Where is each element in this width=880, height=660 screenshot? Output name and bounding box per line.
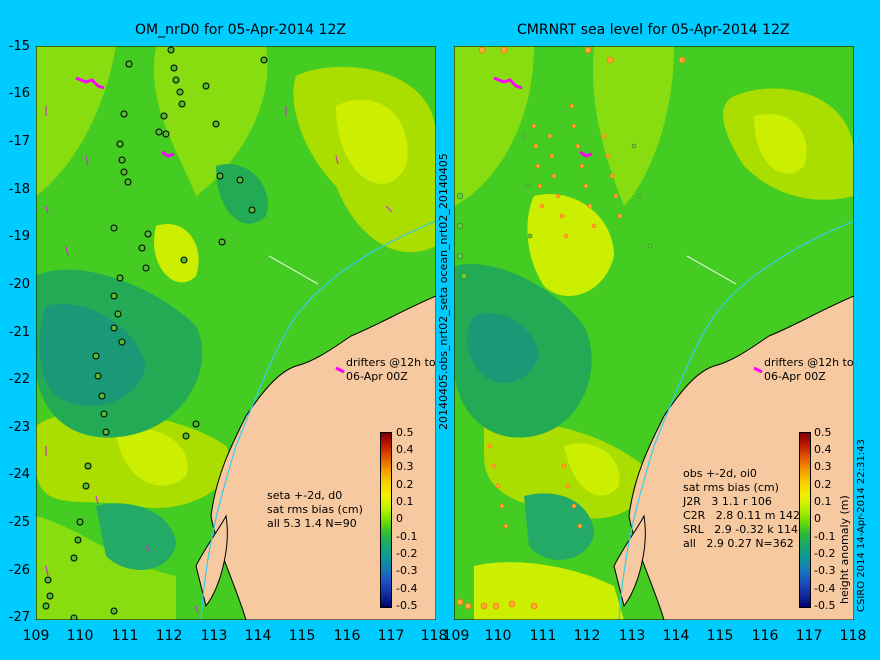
y-tick-label: -23 [8, 420, 30, 435]
colorbar-tick: -0.1 [814, 530, 836, 543]
right-drifters-note: drifters @12h to 06-Apr 00Z [764, 356, 854, 383]
colorbar-tick: -0.2 [396, 547, 418, 560]
y-tick-label: -18 [8, 182, 30, 197]
x-tick-label: 115 [706, 628, 734, 644]
x-tick-label: 112 [573, 628, 601, 644]
left-drifters-note: drifters @12h to 06-Apr 00Z [346, 356, 436, 383]
colorbar-tick: 0.1 [396, 495, 414, 508]
colorbar-tick: -0.1 [396, 530, 418, 543]
x-tick-label: 115 [288, 628, 316, 644]
colorbar-tick: -0.5 [396, 599, 418, 612]
x-tick-label: 118 [839, 628, 867, 644]
colorbar-tick: -0.2 [814, 547, 836, 560]
right-panel-title: CMRNRT sea level for 05-Apr-2014 12Z [517, 22, 790, 38]
x-tick-label: 118 [420, 628, 448, 644]
x-tick-label: 116 [751, 628, 779, 644]
colorbar-tick: 0.2 [396, 478, 414, 491]
colorbar-tick: -0.3 [814, 564, 836, 577]
y-tick-label: -15 [8, 39, 30, 54]
x-tick-label: 117 [795, 628, 823, 644]
colorbar-tick: 0.4 [396, 443, 414, 456]
colorbar-label: height anomaly (m) [838, 495, 851, 604]
colorbar-tick: 0.5 [396, 426, 414, 439]
right-colorbar [799, 432, 811, 608]
left-stats-note: seta +-2d, d0 sat rms bias (cm) all 5.3 … [267, 489, 363, 530]
y-tick-label: -22 [8, 372, 30, 387]
colorbar-tick: -0.3 [396, 564, 418, 577]
colorbar-tick: 0.1 [814, 495, 832, 508]
x-tick-label: 117 [377, 628, 405, 644]
left-colorbar [380, 432, 392, 608]
colorbar-tick: 0.4 [814, 443, 832, 456]
x-tick-label: 111 [529, 628, 557, 644]
colorbar-tick: -0.4 [396, 582, 418, 595]
x-tick-label: 112 [155, 628, 183, 644]
middle-vertical-label: 20140405.obs_nrt02_seta ocean_nrt02_2014… [437, 153, 450, 430]
left-map-panel [36, 46, 436, 620]
y-tick-label: -24 [8, 467, 30, 482]
y-tick-label: -26 [8, 563, 30, 578]
colorbar-tick: 0 [814, 512, 821, 525]
colorbar-tick: 0.5 [814, 426, 832, 439]
y-tick-label: -19 [8, 229, 30, 244]
y-tick-label: -25 [8, 515, 30, 530]
x-tick-label: 114 [662, 628, 690, 644]
x-tick-label: 113 [200, 628, 228, 644]
colorbar-tick: 0.3 [396, 460, 414, 473]
left-panel-title: OM_nrD0 for 05-Apr-2014 12Z [135, 22, 346, 38]
x-tick-label: 110 [484, 628, 512, 644]
x-tick-label: 109 [22, 628, 50, 644]
x-tick-label: 109 [442, 628, 470, 644]
colorbar-tick: 0 [396, 512, 403, 525]
y-tick-label: -17 [8, 134, 30, 149]
y-tick-label: -27 [8, 610, 30, 625]
credit-label: CSIRO 2014 14-Apr-2014 22:31:43 [856, 439, 867, 612]
colorbar-tick: -0.5 [814, 599, 836, 612]
colorbar-tick: -0.4 [814, 582, 836, 595]
x-tick-label: 110 [66, 628, 94, 644]
x-tick-label: 111 [111, 628, 139, 644]
right-stats-note: obs +-2d, oi0 sat rms bias (cm) J2R 3 1.… [683, 467, 800, 550]
colorbar-tick: 0.3 [814, 460, 832, 473]
x-tick-label: 113 [618, 628, 646, 644]
right-map-panel [454, 46, 854, 620]
y-tick-label: -20 [8, 277, 30, 292]
y-tick-label: -16 [8, 86, 30, 101]
colorbar-tick: 0.2 [814, 478, 832, 491]
x-tick-label: 114 [244, 628, 272, 644]
y-tick-label: -21 [8, 325, 30, 340]
x-tick-label: 116 [333, 628, 361, 644]
